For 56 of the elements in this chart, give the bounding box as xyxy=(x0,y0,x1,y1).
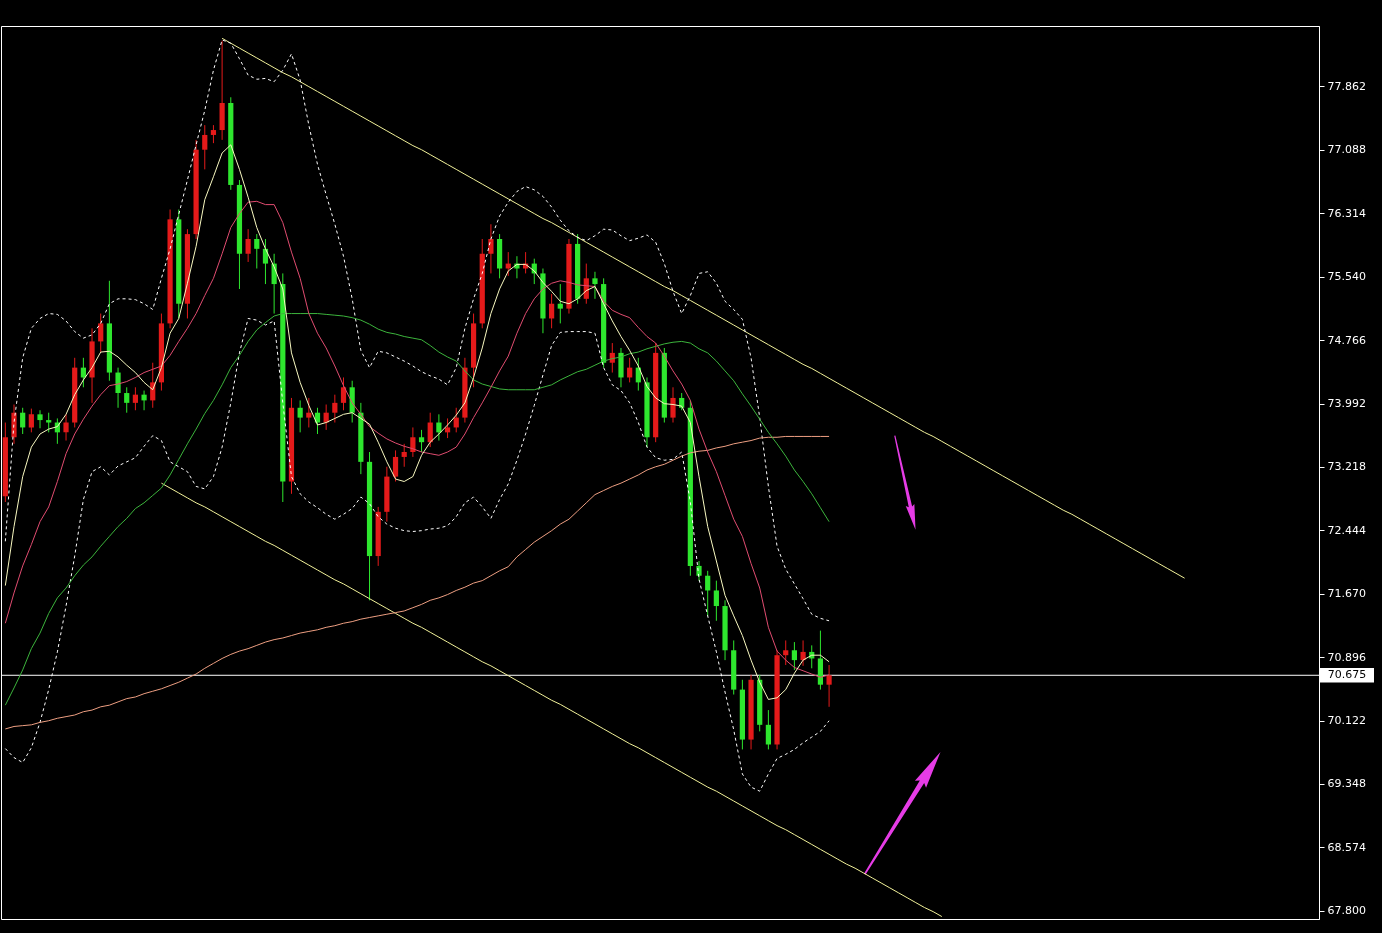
y-tick-label: 74.766 xyxy=(1327,333,1366,347)
candlestick xyxy=(37,409,43,429)
y-tick-label: 67.800 xyxy=(1327,904,1366,918)
candlestick xyxy=(705,570,711,617)
candlestick xyxy=(826,664,832,708)
candlestick xyxy=(557,283,563,324)
candlestick xyxy=(28,408,34,433)
candlestick xyxy=(549,293,555,329)
y-tick-label: 77.862 xyxy=(1327,79,1366,93)
y-tick-label: 73.218 xyxy=(1327,460,1366,474)
candlestick xyxy=(132,386,138,411)
candlestick xyxy=(254,233,260,269)
candlestick xyxy=(696,560,702,582)
candlestick xyxy=(115,367,121,409)
candlestick xyxy=(783,639,789,666)
candlestick xyxy=(765,709,771,750)
candlestick xyxy=(141,390,147,411)
candlestick xyxy=(800,639,806,667)
line-series xyxy=(4,313,830,706)
candlestick xyxy=(505,251,511,277)
y-tick-label: 71.670 xyxy=(1327,587,1366,601)
candlestick xyxy=(488,223,494,274)
candlestick xyxy=(63,413,69,442)
line-series xyxy=(160,482,943,918)
candlestick xyxy=(210,124,217,144)
candlestick xyxy=(670,386,676,424)
candlestick xyxy=(401,443,407,468)
candlestick xyxy=(297,399,303,433)
candlestick xyxy=(124,386,130,414)
candlestick xyxy=(306,397,312,428)
line-series xyxy=(4,39,830,622)
candlestick xyxy=(791,641,797,671)
y-tick-label: 75.540 xyxy=(1327,270,1366,284)
ref-line-label: 70.675 xyxy=(1327,668,1367,682)
y-tick-label: 70.122 xyxy=(1327,714,1366,728)
candlestick xyxy=(332,394,338,424)
candlestick xyxy=(444,417,451,439)
y-tick-label: 73.992 xyxy=(1327,397,1366,411)
y-tick-label: 68.574 xyxy=(1327,840,1366,854)
candlestick xyxy=(713,580,719,622)
candlestick xyxy=(592,271,598,300)
line-series xyxy=(221,37,1186,579)
candlestick xyxy=(392,449,399,483)
candlestick xyxy=(20,407,26,435)
y-tick-label: 70.896 xyxy=(1327,650,1366,664)
y-tick-label: 69.348 xyxy=(1327,777,1366,791)
candlestick xyxy=(245,228,251,263)
candlestick xyxy=(418,429,425,453)
candlestick xyxy=(98,313,104,354)
candlestick xyxy=(202,124,208,170)
y-tick-label: 76.314 xyxy=(1327,206,1366,220)
y-tick-label: 77.088 xyxy=(1327,143,1366,157)
line-series xyxy=(4,435,830,730)
candlestick xyxy=(46,412,52,433)
y-tick-label: 72.444 xyxy=(1327,523,1366,537)
candlestick xyxy=(340,376,347,411)
